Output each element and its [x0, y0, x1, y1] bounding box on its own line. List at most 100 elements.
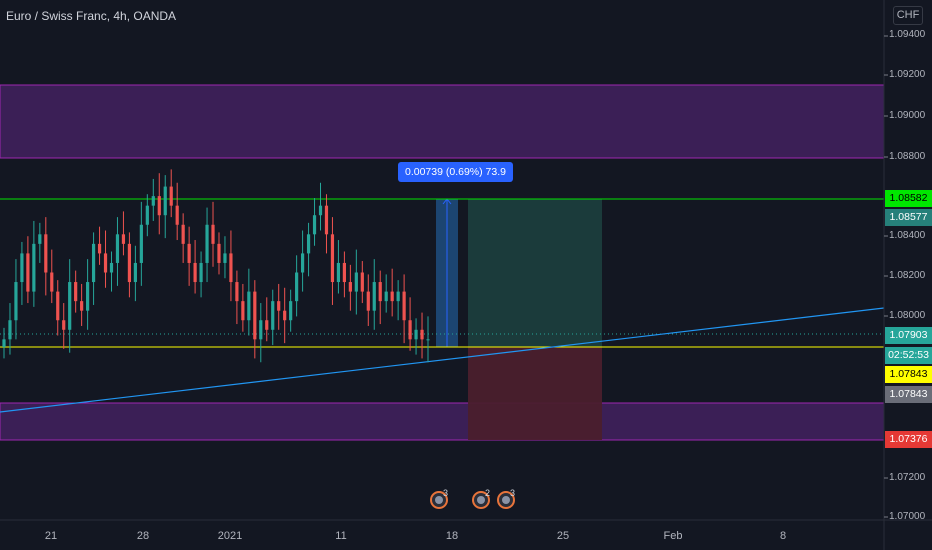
- time-label: 2021: [217, 530, 243, 542]
- candle-up: [312, 215, 317, 235]
- price-label: 1.08400: [889, 230, 926, 241]
- candle-up: [318, 205, 323, 216]
- candle-down: [241, 301, 245, 321]
- candle-down: [283, 310, 287, 321]
- candle-down: [103, 253, 108, 273]
- price-label: 1.07000: [889, 511, 926, 522]
- candle-up: [199, 262, 203, 283]
- candle-down: [80, 301, 84, 311]
- yellow-line-price-tag[interactable]: 1.07843: [885, 366, 932, 383]
- event-marker[interactable]: 3: [497, 488, 516, 509]
- time-label: 18: [445, 530, 459, 542]
- candle-down: [235, 282, 239, 302]
- event-icon: [502, 496, 510, 504]
- price-axis-ticks: [884, 35, 888, 518]
- support-zone[interactable]: [0, 402, 885, 441]
- candle-down: [157, 196, 161, 216]
- event-count: 3: [443, 488, 449, 498]
- candle-down: [50, 272, 54, 292]
- price-label: 1.09400: [889, 29, 926, 40]
- candle-down: [56, 291, 60, 321]
- candle-down: [366, 291, 370, 311]
- candle-up: [295, 272, 299, 302]
- price-label: 1.07200: [889, 472, 926, 483]
- chart-title: Euro / Swiss Franc, 4h, OANDA: [6, 9, 177, 23]
- candle-up: [354, 272, 358, 292]
- candles-group: [2, 169, 430, 363]
- candle-up: [247, 291, 251, 321]
- currency-button[interactable]: CHF: [893, 6, 923, 25]
- candle-down: [253, 291, 257, 340]
- event-count: 3: [510, 488, 516, 498]
- price-label: 1.09000: [889, 110, 926, 121]
- candle-down: [217, 243, 221, 263]
- time-label: Feb: [663, 530, 683, 542]
- candle-up: [223, 253, 227, 263]
- candle-down: [26, 253, 30, 292]
- stop-price-tag[interactable]: 1.07376: [885, 431, 932, 448]
- candle-down: [277, 301, 281, 311]
- candle-up: [32, 243, 36, 292]
- candle-down: [360, 272, 364, 292]
- measure-tooltip: 0.00739 (0.69%) 73.9: [398, 162, 513, 182]
- candle-up: [68, 282, 72, 330]
- candle-up: [384, 291, 388, 302]
- candle-down: [62, 320, 66, 330]
- profit-zone[interactable]: [468, 199, 602, 347]
- event-marker[interactable]: 3: [430, 488, 449, 509]
- candle-up: [139, 224, 143, 263]
- candle-down: [378, 282, 382, 302]
- candle-down: [402, 291, 406, 321]
- candle-down: [187, 243, 191, 263]
- event-icon: [477, 496, 485, 504]
- candle-up: [336, 262, 341, 283]
- time-label: 8: [779, 530, 787, 542]
- candle-down: [175, 205, 179, 225]
- candle-down: [324, 205, 329, 235]
- candle-up: [20, 253, 24, 283]
- time-label: 11: [335, 530, 347, 542]
- candle-up: [2, 339, 6, 347]
- candle-down: [127, 243, 132, 283]
- candle-up: [115, 234, 120, 263]
- candle-up: [271, 301, 275, 330]
- event-icon: [435, 496, 443, 504]
- target-price-tag[interactable]: 1.08577: [885, 209, 932, 226]
- candle-up: [289, 301, 293, 321]
- candle-down: [348, 282, 352, 292]
- countdown-tag: 02:52:53: [885, 347, 932, 364]
- candle-down: [229, 253, 233, 283]
- event-count: 2: [485, 488, 491, 498]
- candle-down: [265, 320, 269, 330]
- last-price-tag: 1.07903: [885, 327, 932, 344]
- candle-up: [306, 234, 311, 254]
- price-label: 1.08800: [889, 151, 926, 162]
- resistance-zone[interactable]: [0, 84, 885, 159]
- trend-line[interactable]: [0, 307, 885, 413]
- candle-up: [86, 282, 90, 311]
- candle-up: [151, 196, 155, 206]
- event-marker[interactable]: 2: [472, 488, 491, 509]
- candle-down: [420, 329, 424, 340]
- candle-down: [97, 243, 102, 254]
- candle-up: [259, 320, 263, 340]
- price-label: 1.09200: [889, 69, 926, 80]
- candle-up: [396, 291, 400, 302]
- price-label: 1.08000: [889, 310, 926, 321]
- candle-down: [390, 291, 394, 302]
- candle-down: [169, 186, 173, 206]
- time-label: 21: [44, 530, 58, 542]
- time-label: 25: [556, 530, 570, 542]
- candle-up: [91, 243, 96, 283]
- candle-down: [330, 234, 335, 283]
- candle-up: [426, 339, 430, 341]
- green-line-price-tag[interactable]: 1.08582: [885, 190, 932, 207]
- candle-up: [372, 282, 376, 311]
- entry-price-tag[interactable]: 1.07843: [885, 386, 932, 403]
- loss-zone[interactable]: [468, 347, 602, 440]
- price-label: 1.08200: [889, 270, 926, 281]
- candle-down: [342, 262, 346, 283]
- candle-up: [163, 186, 167, 216]
